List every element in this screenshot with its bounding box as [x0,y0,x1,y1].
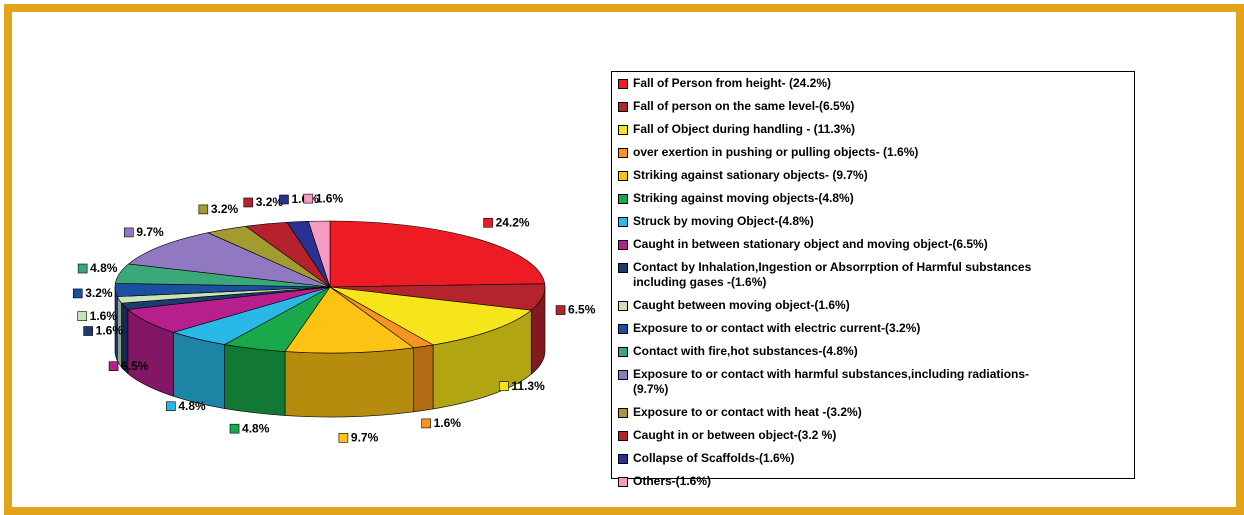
legend-item: Struck by moving Object-(4.8%) [618,214,1134,229]
value-label: 1.6% [316,191,344,205]
legend-item: Striking against moving objects-(4.8%) [618,191,1134,206]
legend-label: Collapse of Scaffolds-(1.6%) [633,451,795,465]
label-swatch [243,197,254,208]
legend-swatch [618,431,628,441]
legend-label: Contact by Inhalation,Ingestion or Absor… [633,260,1032,289]
legend-item: Fall of Object during handling - (11.3%) [618,122,1134,137]
label-swatch [279,194,289,205]
legend-label: Exposure to or contact with electric cur… [633,321,921,335]
frame [4,4,1244,515]
label-swatch [198,204,209,215]
slice-side [413,344,434,413]
legend-item: Exposure to or contact with heat -(3.2%) [618,405,1134,420]
label-swatch [83,326,93,336]
label-swatch [124,227,134,238]
legend-label: Contact with fire,hot substances-(4.8%) [633,344,858,358]
label-swatch [303,193,314,204]
slice-side [224,344,286,416]
label-swatch [483,217,493,228]
value-label: 1.6% [90,309,118,323]
value-label: 4.8% [242,421,270,435]
legend-label: Fall of Person from height- (24.2%) [633,76,832,90]
label-swatch [229,423,240,434]
legend-label: Exposure to or contact with heat -(3.2%) [633,405,862,419]
value-label: 9.7% [136,225,164,239]
slice-side [284,347,414,418]
legend-item: Others-(1.6%) [618,474,1134,489]
legend-item: Striking against sationary objects- (9.7… [618,168,1134,183]
legend-item: Caught in or between object-(3.2 %) [618,428,1134,443]
legend-swatch [618,217,628,227]
label-swatch [555,305,566,315]
legend-swatch [618,454,628,464]
legend-swatch [618,102,628,112]
legend-label: Caught in or between object-(3.2 %) [633,428,837,442]
legend-item: Collapse of Scaffolds-(1.6%) [618,451,1134,466]
value-label: 4.8% [90,261,118,275]
label-swatch [166,401,176,412]
legend-item: Fall of person on the same level-(6.5%) [618,99,1134,114]
legend-item: over exertion in pushing or pulling obje… [618,145,1134,160]
value-label: 6.5% [121,359,149,373]
legend-label: Fall of person on the same level-(6.5%) [633,99,855,113]
legend-swatch [618,240,628,250]
legend-label: Caught between moving object-(1.6%) [633,298,850,312]
value-label: 3.2% [85,286,113,300]
legend-swatch [618,148,628,158]
slice [329,286,532,346]
legend-label: Striking against sationary objects- (9.7… [633,168,868,182]
legend-item: Caught between moving object-(1.6%) [618,298,1134,313]
legend-swatch [618,477,628,487]
slice [307,220,331,288]
legend-swatch [618,125,628,135]
label-swatch [108,361,119,371]
legend-swatch [618,370,628,380]
legend-item: Contact by Inhalation,Ingestion or Absor… [618,260,1134,290]
label-swatch [499,381,509,392]
legend-swatch [618,79,628,89]
legend-swatch [618,347,628,357]
legend-swatch [618,194,628,204]
label-swatch [72,288,83,299]
slice [329,220,546,288]
legend-swatch [618,408,628,418]
value-label: 1.6% [96,324,124,338]
value-label: 24.2% [496,215,530,229]
label-swatch [77,311,87,321]
legend-item: Contact with fire,hot substances-(4.8%) [618,344,1134,359]
legend-item: Fall of Person from height- (24.2%) [618,76,1134,91]
legend-item: Caught in between stationary object and … [618,237,1134,252]
legend-label: Others-(1.6%) [633,474,712,488]
legend-label: Struck by moving Object-(4.8%) [633,214,814,228]
legend-label: Striking against moving objects-(4.8%) [633,191,854,205]
legend-label: Exposure to or contact with harmful subs… [633,367,1030,396]
legend-label: over exertion in pushing or pulling obje… [633,145,919,159]
slice-side [173,331,225,409]
legend: Fall of Person from height- (24.2%) Fall … [611,71,1135,488]
value-label: 3.2% [211,202,239,216]
label-swatch [421,418,431,429]
value-label: 9.7% [351,430,379,444]
value-label: 1.6% [434,416,462,430]
value-label: 11.3% [511,379,545,393]
legend-swatch [618,324,628,334]
legend-label: Fall of Object during handling - (11.3%) [633,122,856,136]
slice [127,232,331,288]
legend-label: Caught in between stationary object and … [633,237,988,251]
legend-swatch [618,171,628,181]
value-label: 3.2% [256,195,284,209]
legend-item: Exposure to or contact with harmful subs… [618,367,1134,397]
value-label: 4.8% [178,399,206,413]
label-swatch [77,263,88,274]
label-swatch [338,433,349,443]
value-label: 6.5% [568,303,596,317]
legend-item: Exposure to or contact with electric cur… [618,321,1134,336]
legend-swatch [618,263,628,273]
slice [284,286,415,354]
legend-swatch [618,301,628,311]
